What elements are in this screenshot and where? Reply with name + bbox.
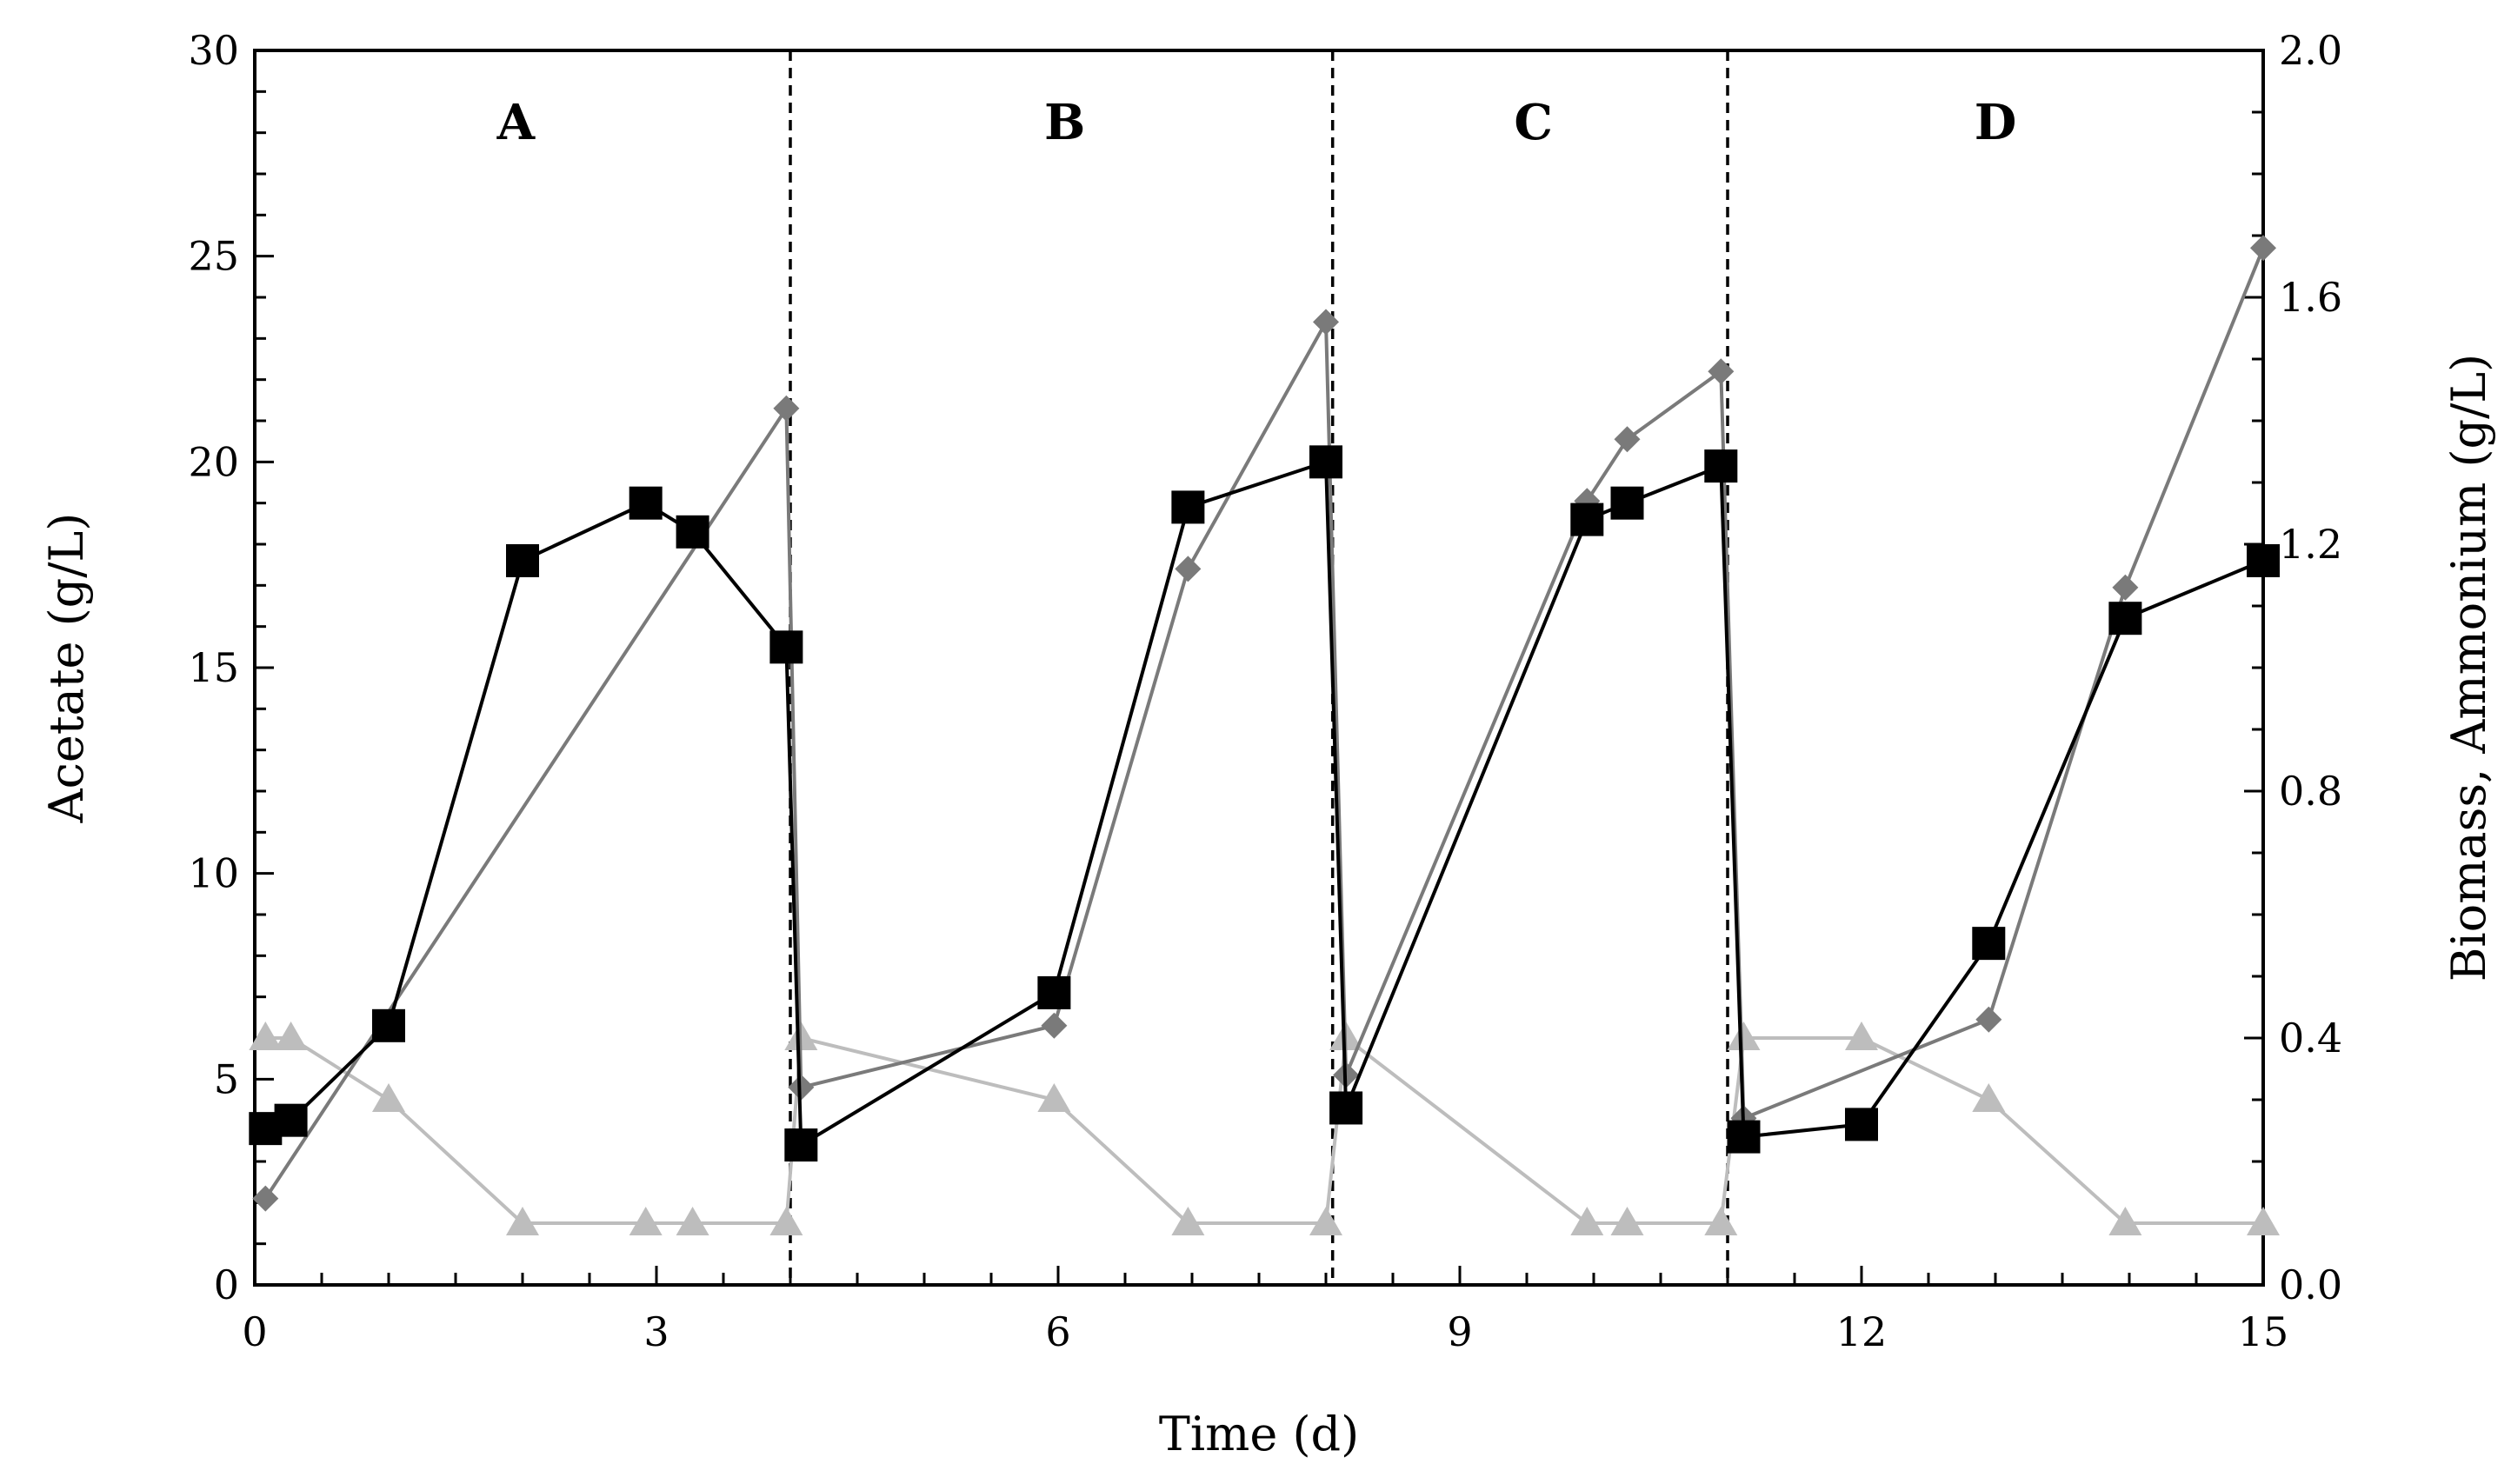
ammonium-point xyxy=(2247,1207,2280,1235)
acetate-point xyxy=(1570,502,1604,536)
acetate-point xyxy=(274,1103,308,1137)
x-tick-label: 15 xyxy=(2238,1308,2289,1355)
y2-tick-label: 1.2 xyxy=(2279,521,2342,568)
acetate-point xyxy=(506,543,539,577)
y2-axis-title: Biomass, Ammonium (g/L) xyxy=(2441,354,2496,982)
biomass-point xyxy=(2250,235,2276,262)
acetate-point xyxy=(1037,975,1071,1009)
acetate-point xyxy=(372,1008,405,1042)
ammonium-point xyxy=(1610,1207,1644,1235)
acetate-line xyxy=(264,459,2264,1148)
y-tick-label: 5 xyxy=(214,1055,239,1102)
phase-label-b: B xyxy=(1044,94,1085,151)
y-axis-title: Acetate (g/L) xyxy=(39,513,94,824)
biomass-point xyxy=(2112,574,2139,601)
biomass-line xyxy=(263,247,2265,1200)
phase-label-d: D xyxy=(1975,94,2017,151)
acetate-point xyxy=(1972,927,2006,961)
series-ammonium xyxy=(249,1021,2280,1235)
y-tick-label: 25 xyxy=(188,233,239,280)
phase-label-a: A xyxy=(496,94,536,151)
acetate-point xyxy=(1329,1091,1363,1125)
y2-tick-label: 1.6 xyxy=(2279,274,2342,321)
plot-frame xyxy=(253,49,2265,1287)
acetate-point xyxy=(1309,445,1342,479)
acetate-point xyxy=(2108,602,2142,636)
acetate-point xyxy=(1727,1120,1761,1154)
biomass-point xyxy=(1975,1006,2002,1033)
x-tick-label: 6 xyxy=(1045,1308,1070,1355)
ammonium-point xyxy=(372,1083,405,1112)
y2-tick-label: 0.0 xyxy=(2279,1261,2342,1308)
ammonium-point xyxy=(1037,1083,1071,1112)
x-tick-label: 12 xyxy=(1836,1308,1888,1355)
biomass-point xyxy=(252,1185,279,1212)
ammonium-point xyxy=(1845,1021,1878,1050)
y-tick-label: 30 xyxy=(188,27,239,74)
y-tick-label: 20 xyxy=(188,438,239,485)
ammonium-point xyxy=(1704,1207,1738,1235)
x-tick-label: 0 xyxy=(242,1308,267,1355)
biomass-point xyxy=(1313,309,1339,336)
acetate-point xyxy=(1610,486,1644,520)
acetate-point xyxy=(1845,1108,1878,1141)
y-tick-label: 10 xyxy=(188,850,239,897)
biomass-point xyxy=(1041,1012,1068,1039)
ammonium-point xyxy=(249,1021,283,1050)
acetate-point xyxy=(2247,543,2280,577)
ammonium-point xyxy=(769,1207,803,1235)
acetate-point xyxy=(629,486,663,520)
ammonium-point xyxy=(2108,1207,2142,1235)
ammonium-point xyxy=(629,1207,663,1235)
ammonium-point xyxy=(274,1021,308,1050)
y-tick-label: 0 xyxy=(214,1261,239,1308)
ammonium-point xyxy=(1171,1207,1205,1235)
ammonium-point xyxy=(1570,1207,1604,1235)
ammonium-point xyxy=(506,1207,539,1235)
biomass-point xyxy=(1175,556,1202,582)
acetate-point xyxy=(784,1128,818,1162)
x-tick-label: 3 xyxy=(643,1308,669,1355)
ammonium-line xyxy=(265,1035,2263,1225)
x-tick-label: 9 xyxy=(1447,1308,1472,1355)
biomass-point xyxy=(773,395,800,422)
y2-tick-label: 0.8 xyxy=(2279,768,2342,815)
phase-label-c: C xyxy=(1514,94,1553,151)
acetate-point xyxy=(1704,449,1738,483)
biomass-point xyxy=(1614,426,1641,453)
series-acetate xyxy=(249,445,2280,1162)
acetate-point xyxy=(769,630,803,664)
biomass-point xyxy=(1708,358,1735,385)
acetate-point xyxy=(1171,490,1205,524)
ammonium-point xyxy=(1972,1083,2006,1112)
ammonium-point xyxy=(676,1207,709,1235)
y-tick-label: 15 xyxy=(188,644,239,691)
y2-tick-label: 2.0 xyxy=(2279,27,2342,74)
y2-tick-label: 0.4 xyxy=(2279,1015,2342,1061)
acetate-point xyxy=(676,515,709,549)
series-biomass xyxy=(252,235,2276,1212)
ammonium-point xyxy=(1309,1207,1342,1235)
x-axis-title: Time (d) xyxy=(1159,1407,1359,1461)
ammonium-point xyxy=(1727,1021,1761,1050)
